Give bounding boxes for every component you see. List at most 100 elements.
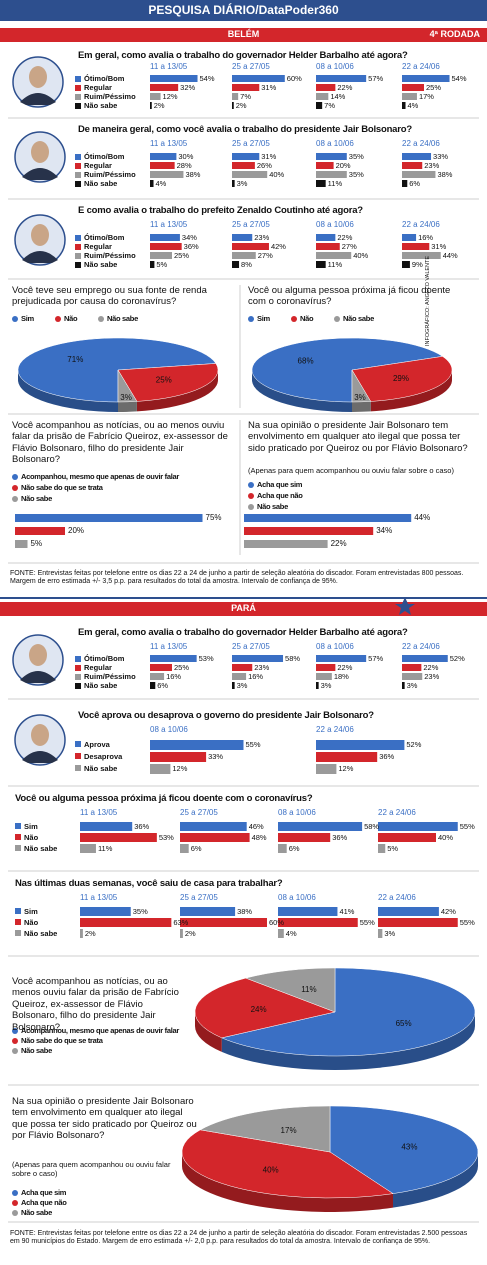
bar bbox=[232, 162, 255, 169]
value-label: 5% bbox=[156, 260, 168, 269]
period-label: 11 a 13/05 bbox=[150, 139, 188, 148]
value-label: 57% bbox=[368, 74, 384, 83]
bar bbox=[316, 234, 336, 241]
bar bbox=[402, 252, 441, 259]
legend-dot bbox=[98, 316, 104, 322]
legend-dot bbox=[12, 1048, 18, 1054]
legend-label: Acha que não bbox=[257, 491, 303, 500]
legend-swatch bbox=[75, 674, 81, 680]
value-label: 3% bbox=[236, 179, 248, 188]
value-label: 31% bbox=[261, 83, 277, 92]
value-label: 12% bbox=[338, 764, 354, 773]
bar bbox=[150, 655, 197, 662]
value-label: 25% bbox=[156, 376, 172, 385]
pie-slice bbox=[329, 1105, 479, 1194]
legend-swatch bbox=[75, 163, 81, 169]
legend-dot bbox=[291, 316, 297, 322]
value-label: 71% bbox=[67, 355, 83, 364]
question: De maneira geral, como você avalia o tra… bbox=[78, 124, 412, 135]
bar bbox=[316, 655, 367, 662]
bar bbox=[402, 664, 422, 671]
bar bbox=[15, 514, 203, 522]
bar bbox=[232, 261, 240, 268]
value-label: 4% bbox=[407, 101, 419, 110]
value-label: 34% bbox=[376, 526, 393, 535]
value-label: 29% bbox=[393, 374, 409, 383]
value-label: 58% bbox=[364, 822, 380, 831]
bar bbox=[180, 918, 267, 927]
bar bbox=[150, 752, 207, 762]
portrait-body bbox=[22, 168, 58, 180]
period-label: 08 a 10/06 bbox=[278, 808, 316, 817]
bar bbox=[150, 93, 161, 100]
bar bbox=[316, 180, 326, 187]
bar bbox=[316, 102, 323, 109]
period-label: 11 a 13/05 bbox=[150, 220, 188, 229]
value-label: 32% bbox=[180, 83, 196, 92]
bar bbox=[316, 764, 337, 774]
legend-swatch bbox=[75, 753, 81, 759]
bar bbox=[150, 234, 180, 241]
legend-dot bbox=[12, 474, 18, 480]
legend-swatch bbox=[75, 154, 81, 160]
bar bbox=[278, 844, 287, 853]
bar bbox=[15, 540, 28, 548]
value-label: 3% bbox=[120, 393, 132, 402]
legend-swatch bbox=[75, 85, 81, 91]
legend-swatch bbox=[75, 765, 81, 771]
legend-swatch bbox=[75, 656, 81, 662]
bar bbox=[316, 75, 367, 82]
value-label: 40% bbox=[353, 251, 369, 260]
pie-slice bbox=[181, 1129, 394, 1199]
pie-side bbox=[118, 401, 137, 412]
period-label: 08 a 10/06 bbox=[316, 220, 354, 229]
value-label: 42% bbox=[440, 907, 456, 916]
value-label: 25% bbox=[174, 251, 190, 260]
pie-slice bbox=[117, 369, 138, 403]
legend-label: Ótimo/Bom bbox=[84, 654, 125, 663]
value-label: 6% bbox=[157, 681, 169, 690]
question: Você teve seu emprego ou sua fonte de re… bbox=[12, 285, 207, 308]
value-label: 35% bbox=[132, 907, 148, 916]
legend-dot bbox=[12, 1190, 18, 1196]
legend-dot bbox=[248, 493, 254, 499]
legend-label: Não sabe do que se trata bbox=[21, 483, 103, 492]
legend-swatch bbox=[15, 834, 21, 840]
value-label: 20% bbox=[335, 161, 351, 170]
bar bbox=[150, 171, 184, 178]
value-label: 23% bbox=[254, 233, 270, 242]
footnote: FONTE: Entrevistas feitas por telefone e… bbox=[10, 570, 464, 586]
bar bbox=[316, 153, 347, 160]
period-label: 08 a 10/06 bbox=[150, 725, 188, 734]
round-label: 4ª RODADA bbox=[429, 29, 480, 39]
period-label: 22 a 24/06 bbox=[378, 808, 416, 817]
portrait-head bbox=[31, 724, 49, 746]
bar bbox=[232, 93, 239, 100]
value-label: 36% bbox=[134, 822, 150, 831]
value-label: 16% bbox=[166, 672, 182, 681]
bar bbox=[180, 833, 250, 842]
bar bbox=[150, 153, 177, 160]
legend-dot bbox=[12, 1200, 18, 1206]
portrait-head bbox=[31, 141, 49, 163]
value-label: 11% bbox=[301, 985, 316, 994]
bar bbox=[232, 153, 260, 160]
bar bbox=[180, 844, 189, 853]
section-rule bbox=[0, 597, 487, 599]
period-label: 22 a 24/06 bbox=[402, 139, 440, 148]
legend-label: Não sabe bbox=[21, 1046, 52, 1055]
period-label: 25 a 27/05 bbox=[180, 808, 218, 817]
bar bbox=[378, 833, 436, 842]
pie-side bbox=[182, 1152, 394, 1213]
bar bbox=[80, 918, 172, 927]
value-label: 55% bbox=[459, 822, 475, 831]
pie-slice bbox=[351, 369, 372, 403]
value-label: 75% bbox=[205, 513, 222, 522]
legend-swatch bbox=[75, 683, 81, 689]
bar bbox=[150, 682, 156, 689]
bar bbox=[232, 243, 269, 250]
legend-label: Aprova bbox=[84, 740, 110, 749]
legend-swatch bbox=[15, 930, 21, 936]
